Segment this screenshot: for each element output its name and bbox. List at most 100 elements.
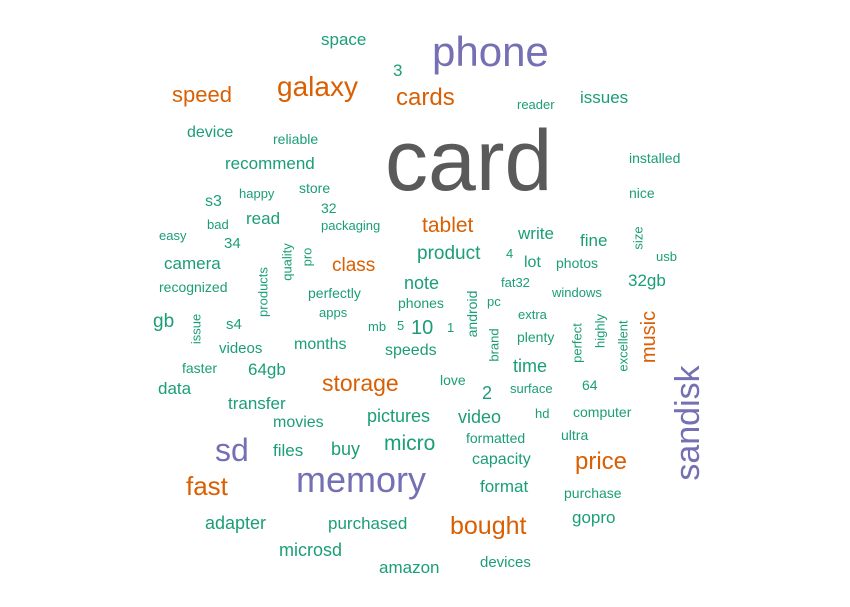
word-packaging: packaging (321, 218, 381, 233)
word-recognized: recognized (159, 279, 228, 295)
word-5: 5 (397, 318, 405, 333)
word-usb: usb (656, 249, 677, 264)
word-pro: pro (299, 247, 315, 267)
word-files: files (273, 441, 304, 460)
word-4: 4 (506, 246, 514, 261)
word-note: note (404, 273, 440, 293)
word-mb: mb (368, 319, 387, 334)
word-recommend: recommend (225, 154, 315, 173)
word-computer: computer (573, 404, 632, 420)
word-32gb: 32gb (628, 271, 666, 290)
word-3: 3 (393, 61, 403, 80)
word-reader: reader (517, 97, 555, 112)
word-32: 32 (321, 200, 337, 216)
word-issues: issues (580, 88, 629, 107)
word-faster: faster (182, 360, 218, 376)
word-speeds: speeds (385, 342, 437, 359)
word-class: class (332, 255, 376, 276)
word-music: music (638, 310, 660, 364)
word-64: 64 (582, 377, 598, 393)
word-1: 1 (447, 320, 455, 335)
word-love: love (440, 372, 466, 388)
word-happy: happy (239, 186, 275, 201)
word-10: 10 (411, 317, 434, 339)
word-phones: phones (398, 295, 444, 311)
word-formatted: formatted (466, 430, 526, 446)
word-photos: photos (556, 255, 599, 271)
word-devices: devices (480, 554, 531, 571)
word-fine: fine (580, 231, 608, 250)
word-transfer: transfer (228, 394, 286, 413)
word-store: store (299, 180, 331, 196)
word-storage: storage (322, 370, 399, 396)
word-galaxy: galaxy (277, 71, 358, 102)
word-price: price (575, 448, 628, 475)
word-gopro: gopro (572, 508, 616, 527)
word-extra: extra (518, 307, 547, 322)
word-highly: highly (592, 314, 608, 348)
word-ultra: ultra (561, 427, 589, 443)
word-read: read (246, 209, 281, 228)
word-64gb: 64gb (248, 360, 286, 379)
word-phone: phone (432, 28, 549, 75)
word-products: products (255, 267, 271, 317)
word-tablet: tablet (422, 214, 474, 237)
word-hd: hd (535, 406, 550, 421)
word-lot: lot (524, 254, 541, 271)
word-windows: windows (552, 285, 602, 300)
word-microsd: microsd (279, 540, 343, 560)
word-reliable: reliable (273, 131, 319, 147)
word-format: format (480, 477, 529, 496)
word-capacity: capacity (472, 451, 531, 468)
word-pc: pc (487, 294, 501, 309)
word-purchased: purchased (328, 514, 408, 533)
word-issue: issue (188, 313, 204, 345)
word-34: 34 (224, 235, 241, 252)
word-apps: apps (319, 305, 348, 320)
word-amazon: amazon (379, 558, 440, 577)
word-adapter: adapter (205, 513, 267, 533)
word-space: space (321, 30, 367, 49)
word-fast: fast (186, 471, 228, 501)
word-buy: buy (331, 439, 361, 459)
word-installed: installed (629, 150, 681, 166)
word-time: time (513, 356, 548, 376)
word-fat32: fat32 (501, 275, 530, 290)
word-perfectly: perfectly (308, 285, 361, 301)
word-brand: brand (486, 328, 502, 362)
word-bought: bought (450, 512, 527, 540)
word-write: write (518, 224, 554, 243)
word-android: android (464, 290, 480, 338)
word-perfect: perfect (569, 323, 585, 363)
word-card: card (385, 113, 553, 209)
word-quality: quality (279, 243, 295, 281)
word-memory: memory (296, 459, 427, 500)
word-cards: cards (396, 84, 455, 111)
word-sandisk: sandisk (669, 365, 707, 481)
word-size: size (630, 226, 646, 250)
word-surface: surface (510, 381, 553, 396)
word-easy: easy (159, 228, 187, 243)
word-s3: s3 (205, 193, 222, 210)
word-data: data (158, 379, 192, 398)
word-plenty: plenty (517, 329, 555, 345)
word-nice: nice (629, 185, 655, 201)
word-movies: movies (273, 414, 324, 431)
word-speed: speed (172, 82, 232, 107)
word-videos: videos (219, 340, 263, 357)
word-product: product (417, 243, 481, 264)
word-excellent: excellent (615, 320, 631, 372)
word-video: video (458, 407, 502, 427)
word-camera: camera (164, 254, 221, 273)
word-pictures: pictures (367, 406, 431, 426)
word-sd: sd (215, 432, 249, 468)
word-micro: micro (384, 432, 436, 455)
word-months: months (294, 336, 347, 353)
word-2: 2 (482, 383, 493, 403)
word-purchase: purchase (564, 485, 622, 501)
word-device: device (187, 124, 234, 141)
word-bad: bad (207, 217, 229, 232)
word-gb: gb (153, 311, 175, 332)
word-s4: s4 (226, 316, 242, 333)
